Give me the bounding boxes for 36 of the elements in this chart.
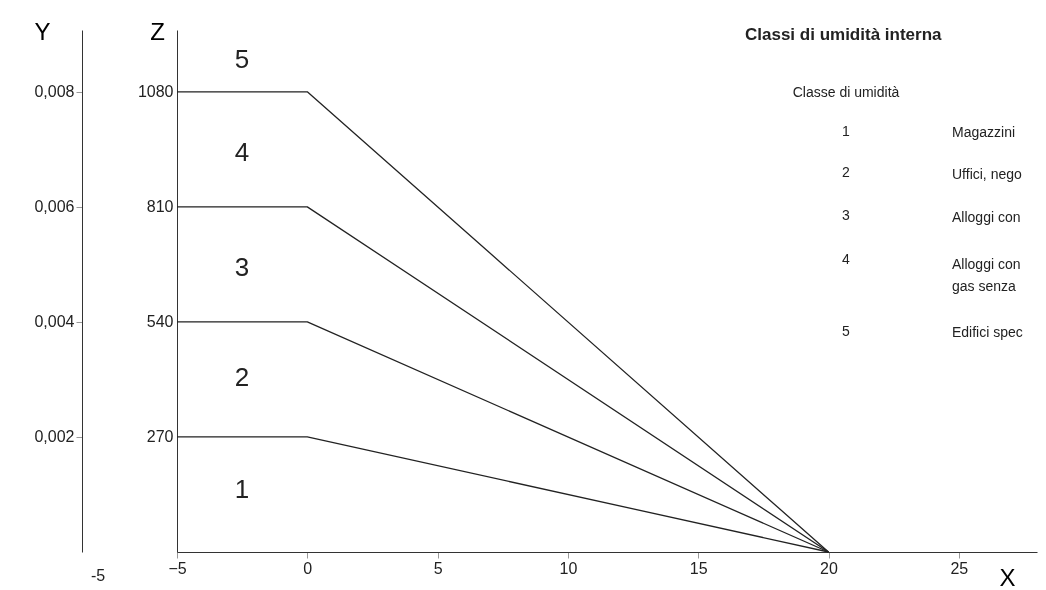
y2-tick-label: 0,002 bbox=[34, 428, 75, 446]
annotation: 5 bbox=[842, 323, 851, 339]
annotation: 1 bbox=[234, 474, 250, 504]
annotation: 4 bbox=[234, 137, 250, 167]
annotation: 5 bbox=[234, 44, 250, 74]
annotation: Uffici, nego bbox=[952, 165, 1022, 182]
y2-tick-label: 0,004 bbox=[34, 313, 75, 331]
annotation: Edifici spec bbox=[952, 324, 1023, 340]
y-tick-label: 1080 bbox=[137, 83, 174, 101]
y-axis-title: Z bbox=[150, 17, 165, 45]
annotation: Classi di umidità interna bbox=[745, 25, 943, 44]
annotation: 1 bbox=[842, 123, 851, 139]
x-tick-label: 20 bbox=[820, 559, 839, 577]
x-tick-label: 10 bbox=[559, 559, 578, 577]
x-tick-label: 5 bbox=[433, 559, 443, 577]
annotation: 3 bbox=[842, 207, 851, 223]
annotation: 3 bbox=[234, 252, 250, 282]
y2-tick-label: 0,006 bbox=[34, 198, 75, 216]
y-tick-label: 810 bbox=[146, 198, 174, 216]
annotation: Classe di umidità bbox=[792, 84, 900, 100]
text: -5 bbox=[90, 567, 106, 584]
annotation: 2 bbox=[842, 164, 851, 180]
annotation: Magazzini bbox=[952, 123, 1016, 140]
annotation: Alloggi con bbox=[952, 209, 1021, 225]
y-tick-label: 540 bbox=[146, 313, 174, 331]
annotation: 4 bbox=[842, 251, 851, 267]
y2-axis-title: Y bbox=[34, 17, 51, 45]
x-tick-label: 0 bbox=[303, 559, 313, 577]
y-tick-label: 270 bbox=[146, 428, 174, 446]
x-tick-label: −5 bbox=[168, 559, 187, 577]
annotation: Alloggi con gas senza bbox=[952, 256, 1021, 294]
x-tick-label: 25 bbox=[950, 559, 969, 577]
y2-tick-label: 0,008 bbox=[34, 83, 75, 101]
x-axis-title: X bbox=[999, 563, 1016, 590]
x-tick-label: 15 bbox=[689, 559, 708, 577]
annotation: 2 bbox=[234, 362, 250, 392]
